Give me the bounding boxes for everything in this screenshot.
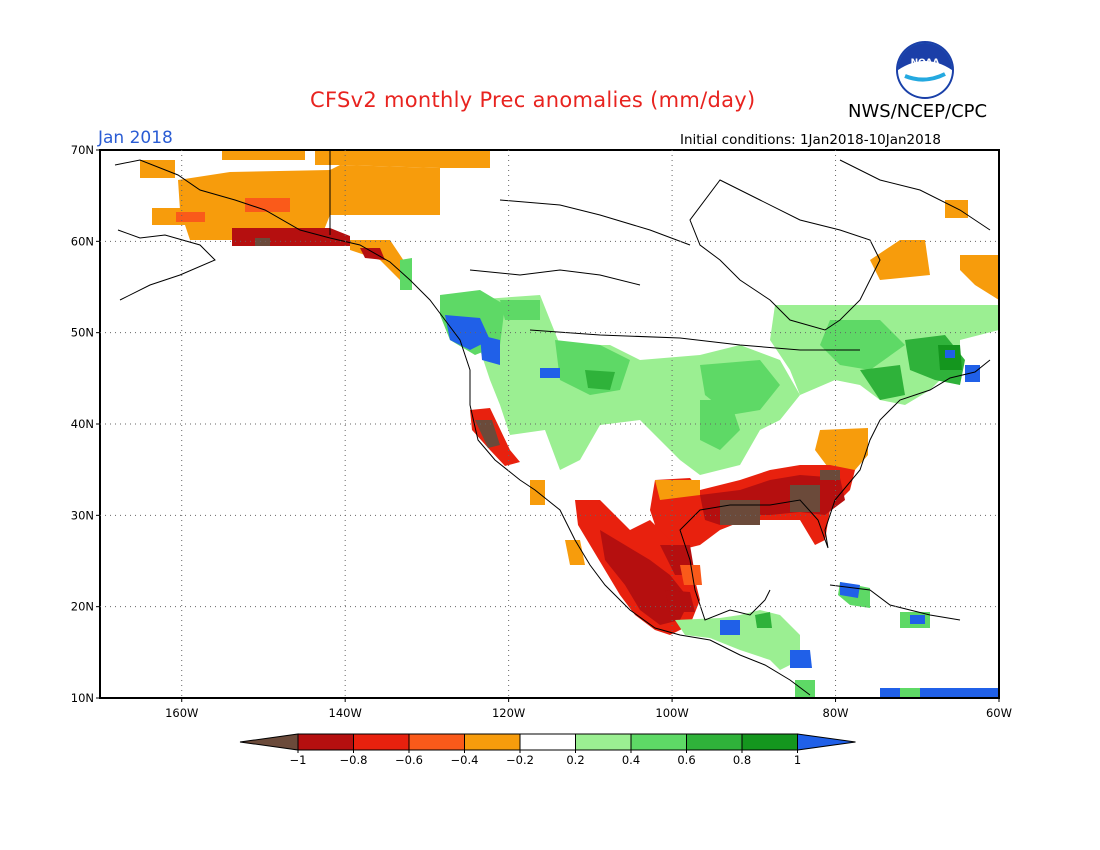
lon-tick-label: 160W bbox=[165, 706, 198, 720]
lat-tick-label: 70N bbox=[71, 143, 94, 157]
colorbar-segment bbox=[575, 733, 632, 751]
colorbar-label: −0.2 bbox=[506, 753, 534, 767]
colorbar-min-arrow bbox=[239, 733, 299, 751]
forecast-month: Jan 2018 bbox=[98, 128, 173, 148]
colorbar-segment bbox=[297, 733, 354, 751]
colorbar-label: 0.4 bbox=[622, 753, 640, 767]
lat-tick-label: 30N bbox=[71, 508, 94, 522]
lat-tick-label: 50N bbox=[71, 326, 94, 340]
colorbar-segment bbox=[686, 733, 743, 751]
noaa-logo-icon: NOAA bbox=[896, 41, 954, 99]
lat-tick-label: 60N bbox=[71, 234, 94, 248]
lon-tick-label: 80W bbox=[823, 706, 849, 720]
colorbar-segment bbox=[519, 733, 576, 751]
colorbar-segment bbox=[630, 733, 687, 751]
colorbar-label: −0.6 bbox=[395, 753, 423, 767]
colorbar-label: 1 bbox=[794, 753, 801, 767]
colorbar-label: −0.8 bbox=[340, 753, 368, 767]
colorbar-label: 0.6 bbox=[677, 753, 695, 767]
colorbar-label: 0.8 bbox=[733, 753, 751, 767]
anomaly-shading bbox=[140, 150, 999, 698]
colorbar: −1 −0.8 −0.6 −0.4 −0.2 0.2 0.4 0.6 0.8 1 bbox=[239, 733, 856, 767]
colorbar-segment bbox=[741, 733, 798, 751]
colorbar-label: −0.4 bbox=[451, 753, 479, 767]
colorbar-segment bbox=[408, 733, 465, 751]
colorbar-label: −1 bbox=[290, 753, 307, 767]
chart-title: CFSv2 monthly Prec anomalies (mm/day) bbox=[310, 88, 756, 112]
lon-tick-label: 140W bbox=[329, 706, 362, 720]
lon-tick-label: 60W bbox=[986, 706, 1012, 720]
initial-conditions: Initial conditions: 1Jan2018-10Jan2018 bbox=[680, 132, 941, 148]
colorbar-max-arrow bbox=[797, 733, 856, 751]
colorbar-segment bbox=[464, 733, 521, 751]
agency-label: NWS/NCEP/CPC bbox=[848, 101, 988, 122]
lat-tick-label: 10N bbox=[71, 691, 94, 705]
alaska-dry-region bbox=[178, 165, 440, 240]
lon-tick-label: 120W bbox=[492, 706, 525, 720]
colorbar-segment bbox=[353, 733, 410, 751]
lon-tick-label: 100W bbox=[655, 706, 688, 720]
colorbar-label: 0.2 bbox=[566, 753, 584, 767]
svg-text:NOAA: NOAA bbox=[911, 58, 940, 68]
lat-tick-label: 20N bbox=[71, 600, 94, 614]
lat-tick-label: 40N bbox=[71, 417, 94, 431]
